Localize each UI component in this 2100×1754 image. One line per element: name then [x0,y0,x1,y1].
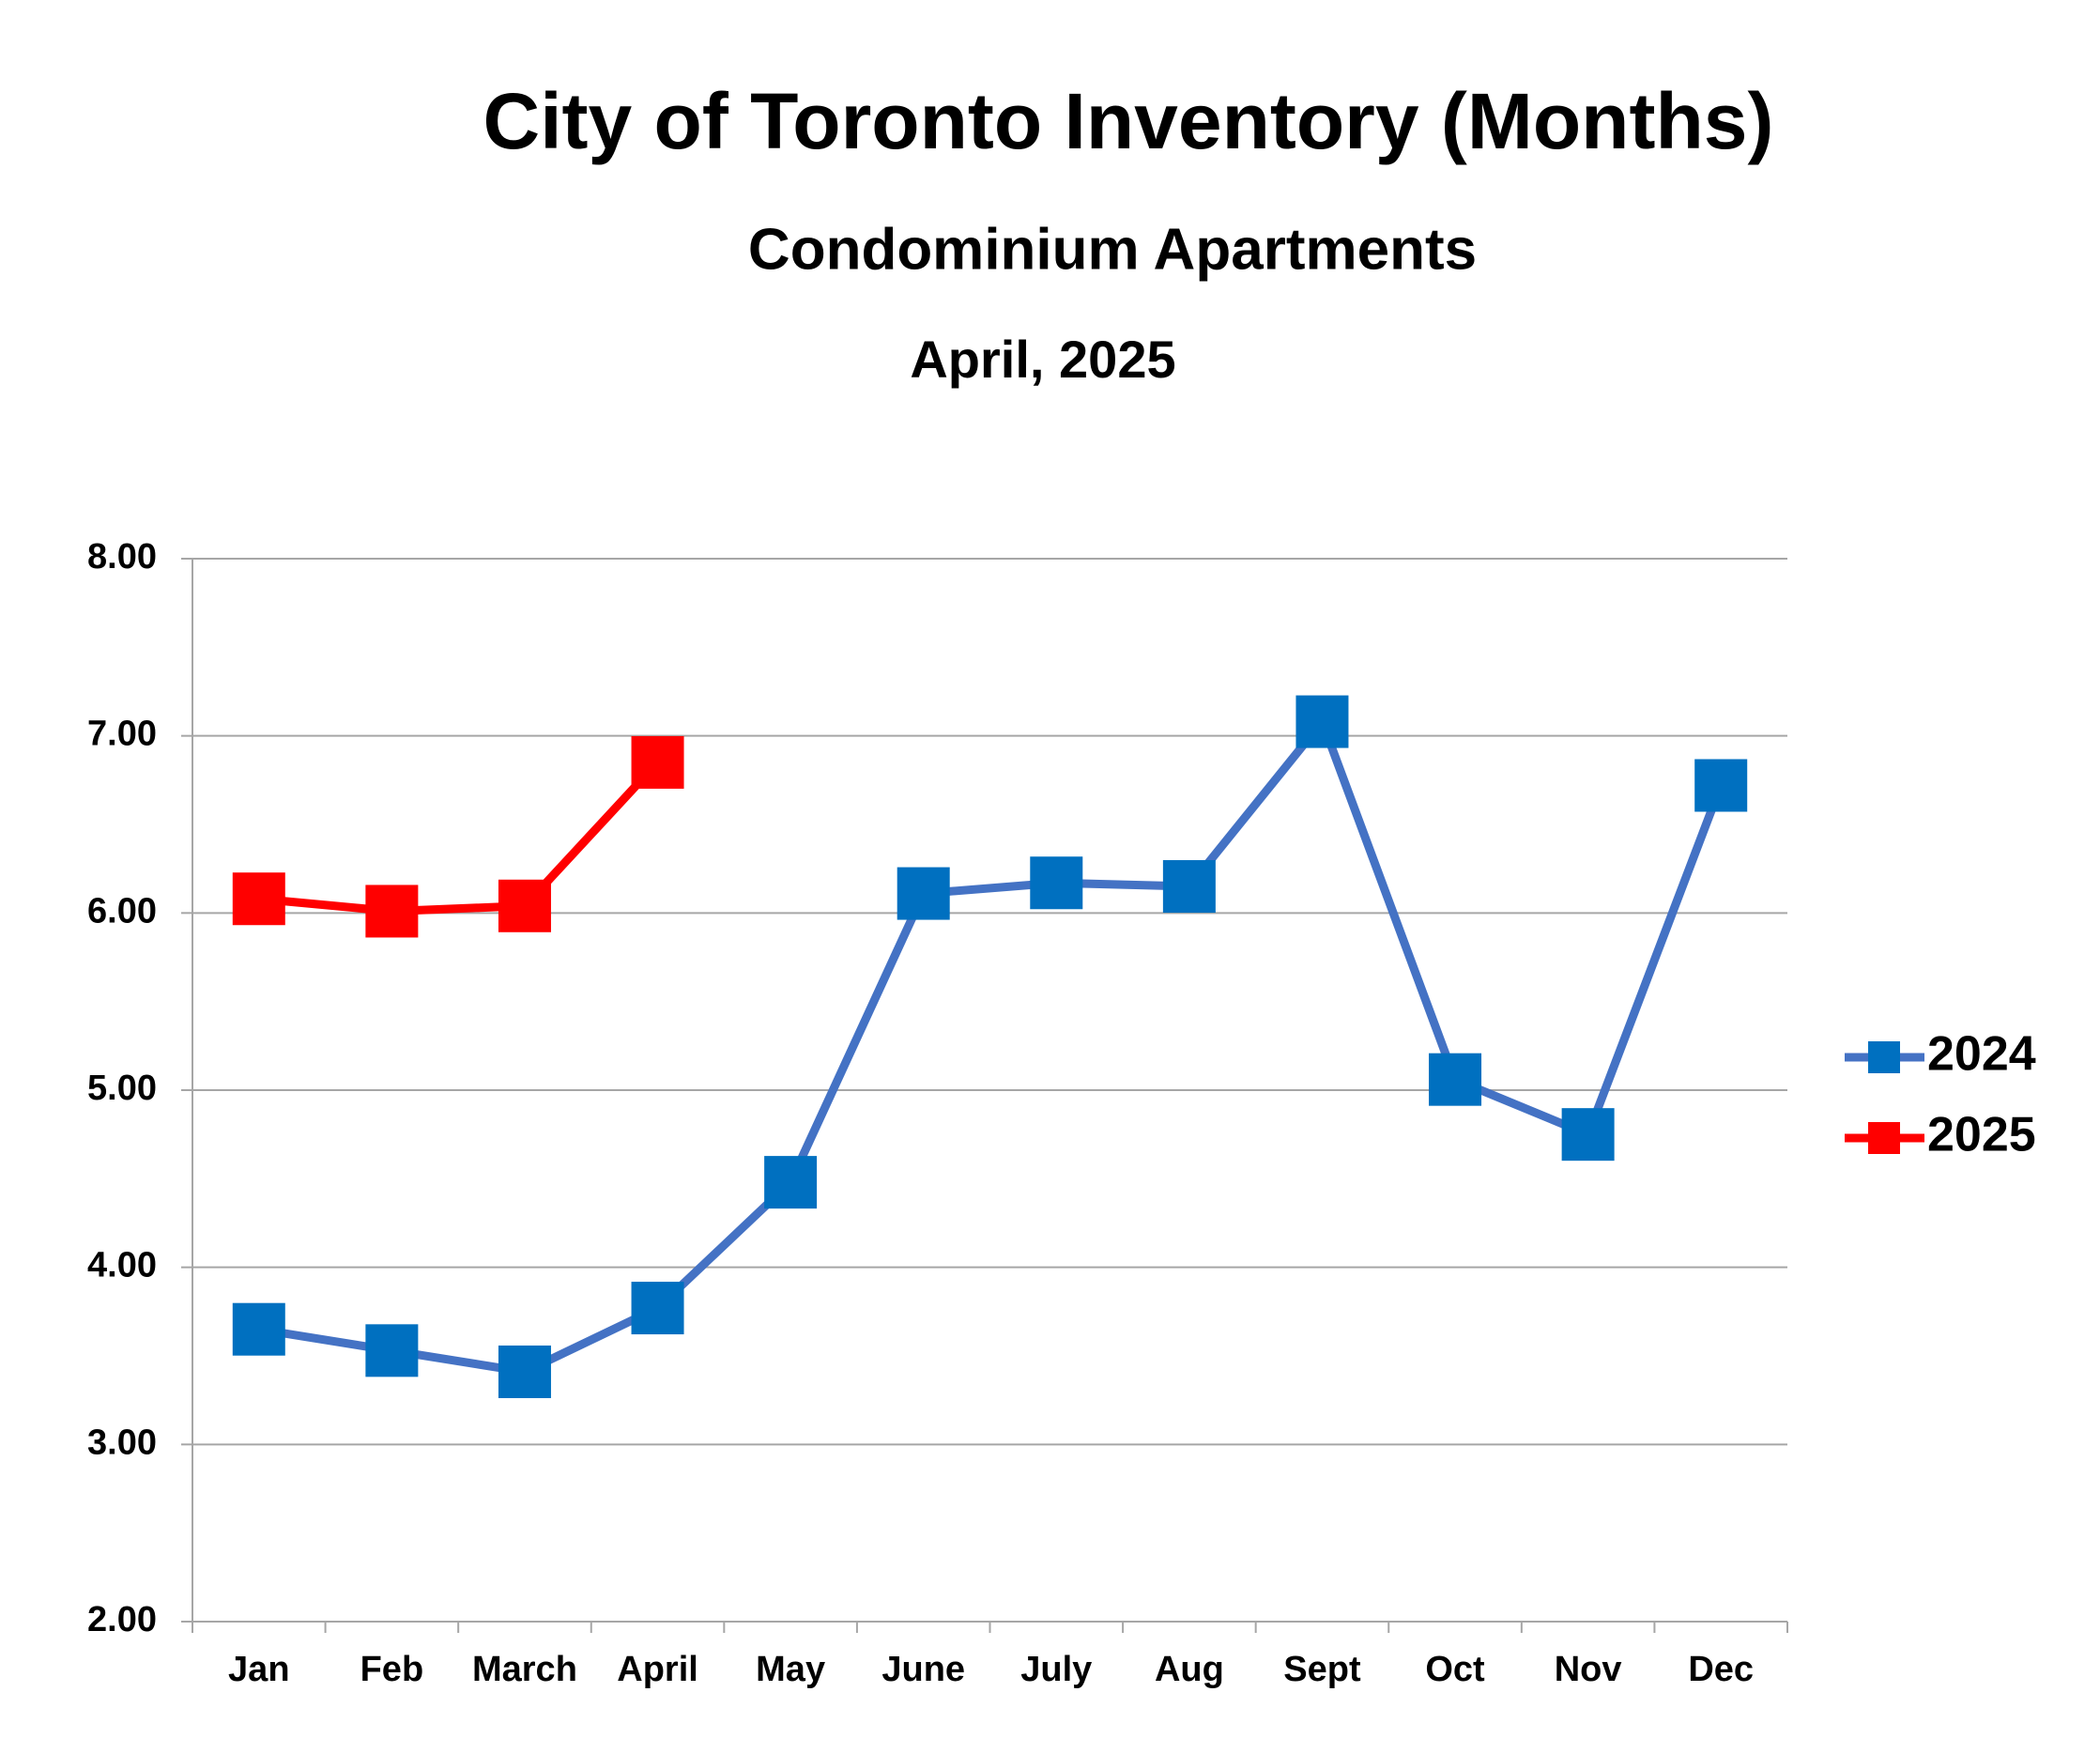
marker [498,879,551,932]
marker [365,1324,419,1377]
x-tick-label: Feb [360,1650,424,1689]
y-tick-label: 3.00 [87,1423,157,1462]
marker [498,1345,551,1398]
x-tick-label: July [1020,1650,1092,1689]
chart-subtitle: Condominium Apartments [748,217,1477,282]
marker [1561,1108,1615,1162]
y-tick-label: 2.00 [87,1600,157,1639]
x-tick-label: June [881,1650,965,1689]
x-tick-label: Jan [228,1650,289,1689]
marker [1429,1053,1482,1106]
marker [897,867,950,920]
x-tick-label: Nov [1555,1650,1622,1689]
x-tick-label: May [756,1650,825,1689]
x-tick-label: March [472,1650,577,1689]
x-tick-label: Dec [1688,1650,1754,1689]
x-tick-label: April [617,1650,698,1689]
marker [1295,695,1349,748]
marker [1162,860,1216,914]
marker [631,735,684,789]
y-tick-label: 8.00 [87,537,157,577]
y-tick-label: 4.00 [87,1246,157,1285]
x-tick-label: Oct [1425,1650,1485,1689]
chart-date: April, 2025 [910,330,1175,389]
legend-label: 2024 [1927,1027,2036,1082]
marker [365,885,419,938]
marker [1030,856,1083,910]
y-tick-label: 7.00 [87,715,157,754]
series-line [258,759,661,915]
y-tick-label: 6.00 [87,891,157,931]
marker [232,872,285,926]
x-tick-label: Aug [1155,1650,1224,1689]
legend-label: 2025 [1927,1108,2036,1162]
marker [631,1282,684,1335]
legend-marker [1868,1041,1900,1073]
legend-marker [1868,1122,1900,1154]
series-line [258,717,1725,1377]
y-tick-label: 5.00 [87,1069,157,1108]
chart-title: City of Toronto Inventory (Months) [483,77,1774,165]
marker [1694,759,1748,812]
marker [232,1302,285,1356]
x-tick-label: Sept [1283,1650,1361,1689]
marker [764,1156,818,1209]
